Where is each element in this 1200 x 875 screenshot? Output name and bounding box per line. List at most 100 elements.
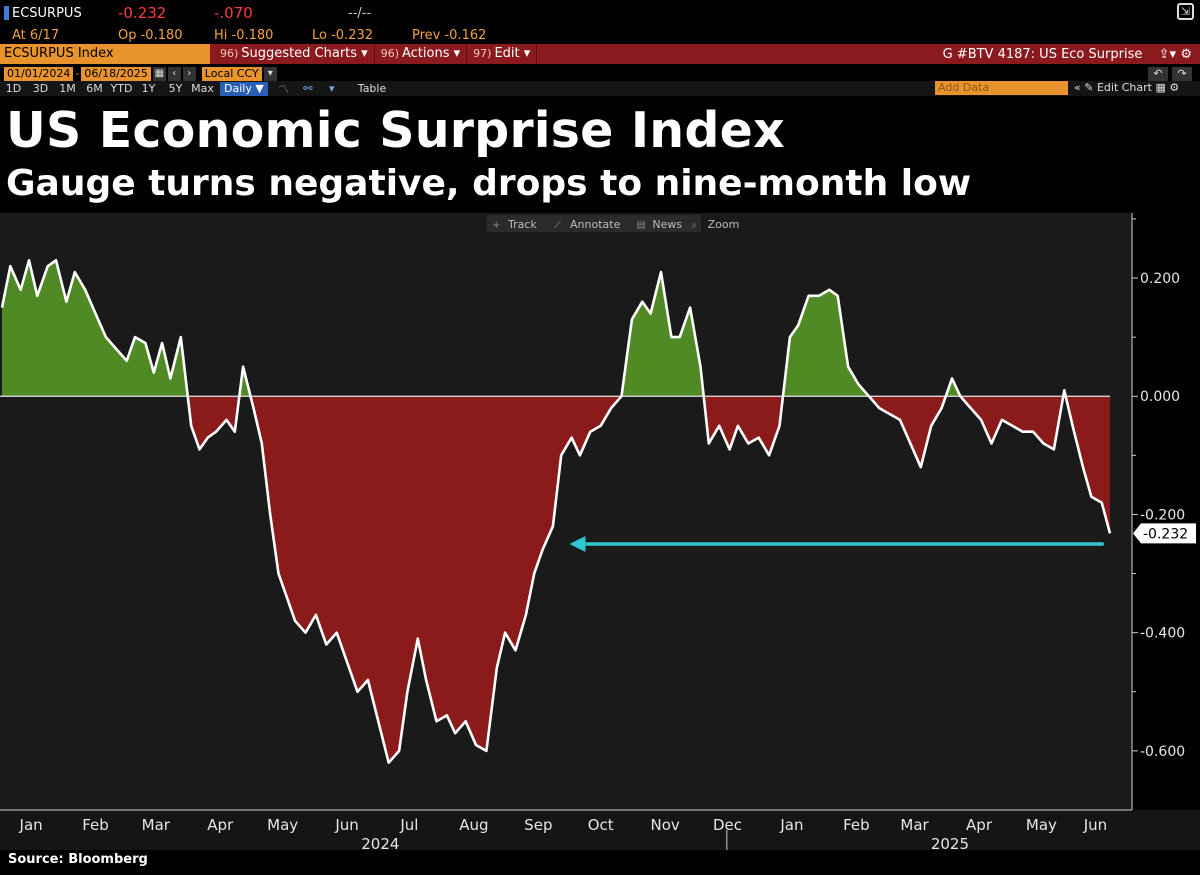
- last-price: -0.232: [118, 4, 167, 22]
- chart-toolbar: + Track ⟋ Annotate ▤ News ⌕ Zoom: [487, 215, 739, 232]
- edit-menu[interactable]: 97) Edit ▾: [467, 44, 538, 64]
- chart-title: US Economic Surprise Index: [6, 102, 785, 159]
- toolbar-track[interactable]: Track: [507, 218, 537, 231]
- frequency-select[interactable]: Daily ▼: [220, 81, 268, 96]
- x-tick-label: Apr: [966, 816, 993, 834]
- start-date-field[interactable]: 01/01/2024: [4, 66, 74, 81]
- annotation-arrow: [569, 536, 1104, 553]
- y-tick-label: 0.000: [1140, 389, 1180, 405]
- next-range-icon[interactable]: ›: [182, 66, 196, 81]
- quote-bar: ECSURPUS -0.232 -.070 --/-- ⇲: [0, 0, 1200, 26]
- undo-icon[interactable]: ↶: [1148, 66, 1168, 81]
- x-tick-label: May: [1026, 816, 1057, 834]
- series-line: [0, 259, 1112, 764]
- x-tick-label: Jan: [779, 816, 803, 834]
- area-fills: [2, 260, 1110, 763]
- period-max[interactable]: Max: [191, 82, 214, 95]
- low-value: Lo -0.232: [312, 27, 374, 43]
- arrow-head: [569, 536, 586, 553]
- period-1m[interactable]: 1M: [59, 82, 76, 95]
- edit-icon: ✎: [1084, 81, 1094, 94]
- y-tick-label: -0.600: [1140, 744, 1185, 760]
- y-tick-label: 0.200: [1140, 271, 1180, 287]
- ticker[interactable]: ECSURPUS: [0, 6, 118, 21]
- toolbar-annotate[interactable]: Annotate: [570, 218, 621, 231]
- last-value-bg: [1133, 523, 1196, 544]
- y-axis: 0.200 0.000 -0.200 -0.400 -0.600 -0.232: [1131, 213, 1196, 810]
- period-1d[interactable]: 1D: [5, 82, 22, 95]
- source-note: Source: Bloomberg: [8, 852, 148, 867]
- end-date-field[interactable]: 06/18/2025: [81, 66, 151, 81]
- x-tick-label: Apr: [207, 816, 234, 834]
- last-value-label: -0.232: [1143, 526, 1188, 542]
- x-tick-label: Jan: [19, 816, 43, 834]
- currency-dropdown-icon[interactable]: ▾: [263, 66, 277, 81]
- add-data-field[interactable]: Add Data: [935, 81, 1068, 95]
- ticker-marker: [4, 6, 9, 20]
- redo-icon[interactable]: ↷: [1172, 66, 1192, 81]
- negative-area: [187, 396, 240, 450]
- surprise-index-chart[interactable]: + Track ⟋ Annotate ▤ News ⌕ Zoom 0.200 0.000 -0.2…: [0, 213, 1200, 850]
- toolbar-zoom[interactable]: Zoom: [708, 218, 740, 231]
- chart-type-dropdown-icon[interactable]: ▾: [329, 82, 335, 95]
- toolbar-track-icon: +: [492, 220, 500, 231]
- x-tick-label: Sep: [524, 816, 552, 834]
- settings-icon[interactable]: ⚙: [1180, 46, 1192, 62]
- ohlc-bar: At 6/17 Op -0.180 Hi -0.180 Lo -0.232 Pr…: [0, 26, 1200, 44]
- date-range-bar: 01/01/2024 - 06/18/2025 ▦ ‹ › Local CCY …: [0, 66, 1200, 81]
- x-tick-label: Mar: [900, 816, 929, 834]
- y-tick-label: -0.400: [1140, 626, 1185, 642]
- x-axis: Jan Feb Mar Apr May Jun Jul Aug Sep Oct Nov Dec Jan F…: [0, 809, 1132, 850]
- x-tick-label: Jun: [1083, 816, 1107, 834]
- collapse-icon: «: [1074, 81, 1081, 94]
- price-change: -.070: [214, 4, 253, 22]
- suggested-charts-menu[interactable]: 96) Suggested Charts ▾: [214, 44, 375, 64]
- chart-toolbar-bg: [487, 215, 701, 232]
- edit-chart-button[interactable]: « ✎ Edit Chart ▦ ⚙: [1074, 81, 1180, 94]
- range-dash: -: [75, 67, 80, 80]
- y-tick-label: -0.200: [1140, 507, 1185, 523]
- prev-value: Prev -0.162: [412, 27, 487, 43]
- high-value: Hi -0.180: [214, 27, 274, 43]
- x-tick-label: Oct: [588, 816, 614, 834]
- currency-select[interactable]: Local CCY: [201, 66, 262, 81]
- share-icon[interactable]: ⇪▾: [1158, 46, 1177, 62]
- x-tick-label: Feb: [82, 816, 109, 834]
- toolbar-zoom-icon: ⌕: [692, 220, 698, 231]
- period-6m[interactable]: 6M: [86, 82, 103, 95]
- x-tick-label: Nov: [650, 816, 679, 834]
- open-value: Op -0.180: [118, 27, 183, 43]
- chart-options-icon[interactable]: ⚯: [303, 82, 313, 95]
- positive-area: [2, 260, 188, 397]
- security-field[interactable]: ECSURPUS Index: [0, 44, 210, 64]
- chart-subtitle: Gauge turns negative, drops to nine-mont…: [6, 163, 972, 204]
- x-tick-label: Mar: [142, 816, 171, 834]
- period-3d[interactable]: 3D: [32, 82, 49, 95]
- period-5y[interactable]: 5Y: [168, 82, 183, 95]
- chart-settings-icon: ▦ ⚙: [1155, 81, 1180, 94]
- prev-range-icon[interactable]: ‹: [167, 66, 181, 81]
- period-bar: 1D 3D 1M 6M YTD 1Y 5Y Max Daily ▼ 〽 ⚯ ▾ …: [0, 81, 1200, 96]
- x-year-label: 2025: [931, 835, 969, 850]
- series-path[interactable]: [0, 259, 1112, 764]
- line-chart-icon[interactable]: 〽: [278, 82, 290, 96]
- toolbar-news[interactable]: News: [652, 218, 682, 231]
- expand-icon[interactable]: ⇲: [1177, 3, 1194, 20]
- ticker-label: ECSURPUS: [12, 5, 82, 21]
- actions-menu[interactable]: 96) Actions ▾: [375, 44, 468, 64]
- negative-area: [868, 396, 946, 468]
- x-tick-label: Jun: [334, 816, 358, 834]
- x-tick-label: Feb: [843, 816, 870, 834]
- positive-area: [945, 378, 961, 397]
- table-button[interactable]: Table: [357, 82, 387, 95]
- period-1y[interactable]: 1Y: [141, 82, 156, 95]
- positive-area: [782, 289, 869, 397]
- toolbar-news-icon: ▤: [636, 220, 645, 231]
- at-date: At 6/17: [12, 27, 60, 43]
- period-ytd[interactable]: YTD: [110, 82, 133, 95]
- plot-background: [0, 213, 1132, 810]
- menu-bar: ECSURPUS Index 96) Suggested Charts ▾ 96)…: [0, 44, 1200, 64]
- calendar-icon[interactable]: ▦: [152, 66, 166, 81]
- negative-area: [250, 396, 622, 763]
- negative-area: [703, 396, 783, 456]
